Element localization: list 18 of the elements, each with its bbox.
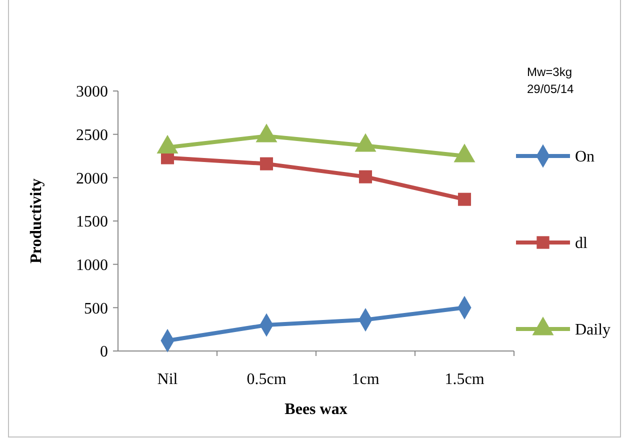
text: 29/05/14: [527, 82, 574, 96]
y-tick-label: 500: [84, 300, 108, 318]
y-tick-label: 1000: [76, 256, 108, 274]
x-tick-label: 1.5cm: [444, 371, 485, 388]
y-axis-title: Productivity: [28, 178, 45, 264]
x-tick-label: 0.5cm: [246, 371, 287, 388]
legend-label: dl: [575, 235, 588, 252]
y-tick-label: 2000: [76, 170, 108, 188]
y-tick-label: 1500: [76, 214, 108, 231]
x-axis-title: Bees wax: [284, 401, 348, 418]
y-tick-label: 3000: [76, 84, 108, 101]
x-tick-label: 1cm: [352, 371, 380, 388]
legend-label: Daily: [575, 322, 611, 339]
legend-label: On: [575, 148, 595, 166]
text: Mw=3kg: [527, 65, 572, 79]
y-tick-label: 0: [100, 344, 108, 361]
y-tick-label: 2500: [76, 126, 108, 144]
x-tick-label: Nil: [157, 371, 178, 388]
